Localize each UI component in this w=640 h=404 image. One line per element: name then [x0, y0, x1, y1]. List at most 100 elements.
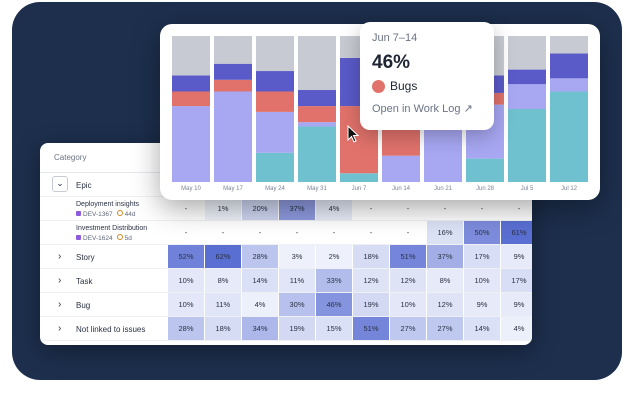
expand-chevron-icon[interactable]: › [58, 299, 62, 310]
table-row-task[interactable]: › Task 10% 8% 14% 11% 33% 12% 12% 8% 10% 17% [40, 269, 532, 293]
bar-segment[interactable] [298, 36, 336, 91]
bar-segment[interactable] [298, 126, 336, 182]
heat-cell[interactable]: 1% [205, 197, 242, 221]
table-row-deployment-insights[interactable]: Deployment insights DEV-1367 44d -1% 20% 37% 4… [40, 197, 532, 221]
heat-cell[interactable]: 17% [501, 269, 532, 293]
bar-segment[interactable] [256, 91, 294, 112]
heat-cell[interactable]: 33% [316, 269, 353, 293]
heat-cell[interactable]: - [464, 197, 501, 221]
heat-cell[interactable]: 9% [464, 293, 501, 317]
heat-cell[interactable]: 14% [464, 317, 501, 341]
heat-cell[interactable]: 37% [279, 197, 316, 221]
heat-cell[interactable]: - [353, 197, 390, 221]
bar-segment[interactable] [172, 75, 210, 92]
bar-segment[interactable] [256, 111, 294, 153]
heat-cell[interactable]: 50% [464, 221, 501, 245]
heat-cell[interactable]: 14% [242, 269, 279, 293]
heat-cell[interactable]: 16% [427, 221, 464, 245]
heat-cell[interactable]: 4% [242, 293, 279, 317]
heat-cell[interactable]: 2% [316, 245, 353, 269]
heat-cell[interactable]: 61% [501, 221, 532, 245]
bar-segment[interactable] [550, 36, 588, 54]
heat-cell[interactable]: 37% [427, 245, 464, 269]
heat-cell[interactable]: 10% [168, 269, 205, 293]
heat-cell[interactable]: 34% [242, 317, 279, 341]
heat-cell[interactable]: 12% [390, 269, 427, 293]
heat-cell[interactable]: 19% [279, 317, 316, 341]
bar-segment[interactable] [298, 90, 336, 107]
bar-segment[interactable] [550, 78, 588, 92]
heat-cell[interactable]: 10% [168, 293, 205, 317]
bar-segment[interactable] [172, 91, 210, 107]
heat-cell[interactable]: - [279, 221, 316, 245]
heat-cell[interactable]: 4% [501, 317, 532, 341]
heat-cell[interactable]: 11% [279, 269, 316, 293]
bar-segment[interactable] [172, 106, 210, 182]
bar-segment[interactable] [214, 63, 252, 80]
collapse-chevron-icon[interactable]: ⌄ [52, 176, 68, 192]
bar-segment[interactable] [214, 79, 252, 92]
heat-cell[interactable]: 62% [205, 245, 242, 269]
open-work-log-link[interactable]: Open in Work Log ↗ [372, 103, 473, 115]
bar-segment[interactable] [382, 155, 420, 182]
bar-segment[interactable] [256, 71, 294, 92]
bar-segment[interactable] [508, 36, 546, 70]
heat-cell[interactable]: 3% [279, 245, 316, 269]
bar-segment[interactable] [256, 36, 294, 72]
bar-segment[interactable] [466, 158, 504, 182]
heat-cell[interactable]: 11% [205, 293, 242, 317]
heat-cell[interactable]: 17% [464, 245, 501, 269]
heat-cell[interactable]: 18% [205, 317, 242, 341]
heat-cell[interactable]: 10% [390, 293, 427, 317]
heat-cell[interactable]: 8% [205, 269, 242, 293]
bar-segment[interactable] [508, 69, 546, 85]
heat-cell[interactable]: 30% [279, 293, 316, 317]
bar-segment[interactable] [550, 91, 588, 182]
heat-cell[interactable]: 9% [501, 293, 532, 317]
heat-cell[interactable]: 52% [168, 245, 205, 269]
bar-segment[interactable] [214, 36, 252, 64]
heat-cell[interactable]: 15% [316, 317, 353, 341]
bar-segment[interactable] [298, 122, 336, 127]
heat-cell[interactable]: 28% [168, 317, 205, 341]
heat-cell[interactable]: 20% [242, 197, 279, 221]
bar-segment[interactable] [256, 152, 294, 182]
heat-cell[interactable]: 18% [353, 245, 390, 269]
heat-cell[interactable]: 12% [353, 269, 390, 293]
heat-cell[interactable]: - [205, 221, 242, 245]
heat-cell[interactable]: 10% [464, 269, 501, 293]
heat-cell[interactable]: 9% [501, 245, 532, 269]
bar-segment[interactable] [382, 127, 420, 156]
table-row-story[interactable]: › Story 52% 62% 28% 3% 2% 18% 51% 37% 17% 9% [40, 245, 532, 269]
heat-cell[interactable]: - [242, 221, 279, 245]
heat-cell[interactable]: - [390, 221, 427, 245]
heat-cell[interactable]: - [501, 197, 532, 221]
heat-cell[interactable]: - [353, 221, 390, 245]
expand-chevron-icon[interactable]: › [58, 251, 62, 262]
bar-segment[interactable] [550, 53, 588, 79]
heat-cell[interactable]: - [427, 197, 464, 221]
expand-chevron-icon[interactable]: › [58, 323, 62, 334]
heat-cell[interactable]: - [316, 221, 353, 245]
heat-cell[interactable]: - [390, 197, 427, 221]
bar-segment[interactable] [214, 91, 252, 182]
heat-cell[interactable]: 51% [390, 245, 427, 269]
bar-segment[interactable] [508, 84, 546, 109]
heat-cell[interactable]: 19% [353, 293, 390, 317]
heat-cell[interactable]: 8% [427, 269, 464, 293]
bar-segment[interactable] [508, 109, 546, 182]
heat-cell[interactable]: 46% [316, 293, 353, 317]
heat-cell[interactable]: 27% [427, 317, 464, 341]
heat-cell[interactable]: 51% [353, 317, 390, 341]
bar-segment[interactable] [298, 106, 336, 123]
heat-cell[interactable]: - [168, 221, 205, 245]
table-row-not-linked[interactable]: › Not linked to issues 28% 18% 34% 19% 15% 51% 2… [40, 317, 532, 341]
table-row-investment-distribution[interactable]: Investment Distribution DEV-1624 5d - - - - - - -… [40, 221, 532, 245]
bar-segment[interactable] [340, 173, 378, 182]
bar-segment[interactable] [172, 36, 210, 76]
heat-cell[interactable]: 27% [390, 317, 427, 341]
expand-chevron-icon[interactable]: › [58, 275, 62, 286]
heat-cell[interactable]: 12% [427, 293, 464, 317]
heat-cell[interactable]: - [168, 197, 205, 221]
table-row-bug[interactable]: › Bug 10% 11% 4% 30% 46% 19% 10% 12% 9% 9% [40, 293, 532, 317]
